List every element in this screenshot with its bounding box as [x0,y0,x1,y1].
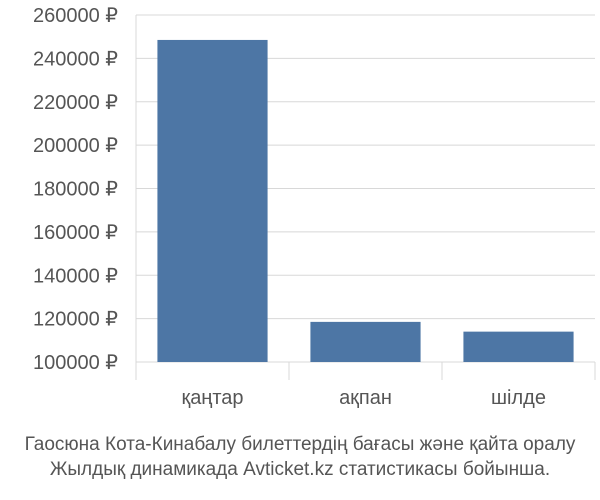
chart-caption-line-2: Жылдық динамикада Avticket.kz статистика… [49,459,551,480]
y-tick-label: 240000 ₽ [33,48,118,70]
y-tick-label: 100000 ₽ [33,352,118,374]
y-tick-labels: 100000 ₽ 120000 ₽ 140000 ₽ 160000 ₽ 180000 ₽… [33,5,118,374]
axes [135,15,596,380]
y-tick-label: 160000 ₽ [33,222,118,244]
y-tick-label: 220000 ₽ [33,92,118,114]
y-tick-label: 120000 ₽ [33,309,118,331]
x-tick-label: шілде [491,387,546,409]
bars [157,39,574,363]
chart-caption-line-1: Гаосюна Кота-Кинабалу билеттердің бағасы… [24,434,576,455]
bar-3 [463,331,574,362]
x-tick-label: қаңтар [181,387,243,409]
y-tick-label: 200000 ₽ [33,135,118,157]
bar-chart: 100000 ₽ 120000 ₽ 140000 ₽ 160000 ₽ 180000 ₽… [33,5,596,409]
y-tick-label: 140000 ₽ [33,265,118,287]
y-tick-label: 260000 ₽ [33,5,118,27]
bar-2 [310,321,421,362]
y-tick-label: 180000 ₽ [33,179,118,201]
x-tick-label: ақпан [339,387,392,409]
bar-1 [157,39,268,363]
x-tick-labels: қаңтар ақпан шілде [181,387,546,409]
